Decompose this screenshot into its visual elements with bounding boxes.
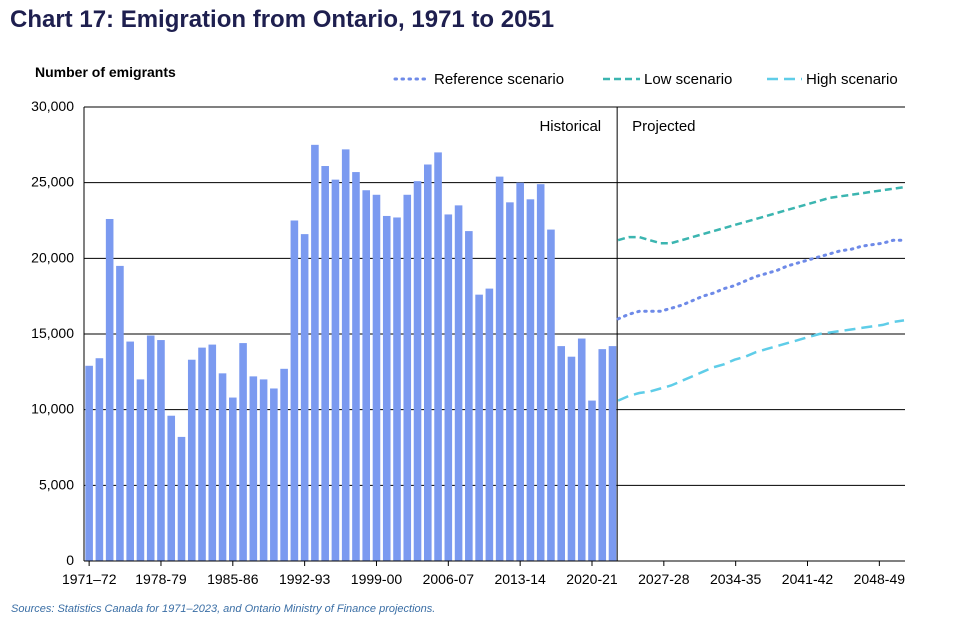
bar-1980 — [177, 436, 186, 561]
y-axis-label: Number of emigrants — [35, 64, 176, 80]
bar-2016 — [547, 229, 555, 561]
bar-1991 — [290, 220, 299, 561]
bar-1994 — [321, 166, 329, 561]
bar-2005 — [434, 152, 442, 561]
y-tick-label: 30,000 — [31, 98, 74, 114]
bar-2019 — [577, 338, 586, 561]
bar-2014 — [526, 199, 535, 561]
y-tick-label: 15,000 — [31, 325, 74, 341]
high-scenario-line — [617, 319, 905, 402]
x-tick-label: 1971–72 — [62, 571, 117, 587]
bar-2001 — [393, 217, 401, 561]
bar-1995 — [331, 179, 340, 561]
bar-2004 — [423, 164, 432, 562]
bar-1978 — [157, 340, 165, 561]
bar-2007 — [454, 205, 463, 561]
y-tick-label: 25,000 — [31, 174, 74, 190]
x-tick-label: 2013-14 — [494, 571, 546, 587]
bar-2018 — [567, 356, 576, 561]
bar-2012 — [506, 202, 514, 561]
bar-1971 — [85, 365, 93, 561]
bar-2011 — [495, 176, 504, 561]
y-tick-label: 5,000 — [39, 476, 74, 492]
x-tick-label: 2006-07 — [423, 571, 475, 587]
bar-2003 — [413, 181, 422, 562]
bar-1979 — [167, 415, 176, 561]
bar-2009 — [475, 294, 483, 561]
historical-annotation: Historical — [539, 118, 601, 135]
bar-1999 — [372, 194, 381, 562]
y-tick-label: 20,000 — [31, 249, 74, 265]
low-scenario-line — [617, 185, 905, 245]
bar-1973 — [105, 218, 114, 561]
bar-2010 — [485, 288, 494, 561]
bar-1986 — [239, 343, 247, 561]
bar-2013 — [516, 182, 524, 561]
bar-1985 — [229, 397, 237, 561]
x-tick-label: 1992-93 — [279, 571, 331, 587]
projected-annotation: Projected — [632, 118, 695, 135]
bar-1998 — [362, 190, 371, 561]
x-tick-label: 1999-00 — [351, 571, 403, 587]
bar-1993 — [311, 144, 319, 562]
bar-1989 — [270, 388, 278, 561]
bar-2008 — [465, 231, 473, 562]
bar-1987 — [249, 376, 258, 561]
bar-1996 — [341, 149, 350, 561]
bar-1992 — [300, 234, 309, 561]
bar-1974 — [116, 265, 124, 561]
y-tick-label: 10,000 — [31, 401, 74, 417]
bar-2022 — [608, 346, 617, 561]
x-tick-label: 2041-42 — [782, 571, 834, 587]
bar-1982 — [198, 347, 206, 561]
x-tick-label: 1985-86 — [207, 571, 259, 587]
legend-label: High scenario — [806, 71, 898, 88]
bar-1983 — [208, 344, 217, 561]
bar-2021 — [598, 349, 607, 561]
bar-1972 — [95, 358, 104, 561]
bar-1988 — [259, 379, 268, 561]
bar-1977 — [146, 335, 155, 561]
x-tick-label: 1978-79 — [135, 571, 187, 587]
bar-1990 — [280, 368, 288, 561]
legend-label: Reference scenario — [434, 71, 564, 88]
legend-label: Low scenario — [644, 71, 732, 88]
source-note: Sources: Statistics Canada for 1971–2023… — [11, 603, 436, 615]
x-tick-label: 2034-35 — [710, 571, 762, 587]
bar-2015 — [536, 184, 545, 561]
bar-2006 — [444, 214, 453, 562]
x-tick-label: 2020-21 — [566, 571, 618, 587]
bar-2017 — [557, 346, 566, 561]
y-tick-label: 0 — [66, 552, 74, 568]
bar-2000 — [382, 215, 391, 561]
bar-2002 — [403, 194, 412, 562]
bar-1997 — [352, 172, 360, 561]
reference-scenario-line — [616, 238, 906, 321]
x-tick-label: 2048-49 — [854, 571, 906, 587]
chart-title: Chart 17: Emigration from Ontario, 1971 … — [10, 6, 555, 33]
bar-1984 — [218, 373, 227, 561]
x-tick-label: 2027-28 — [638, 571, 690, 587]
bar-1976 — [136, 379, 145, 561]
bar-2020 — [588, 400, 596, 561]
bar-1975 — [126, 341, 134, 561]
bar-1981 — [187, 359, 196, 561]
